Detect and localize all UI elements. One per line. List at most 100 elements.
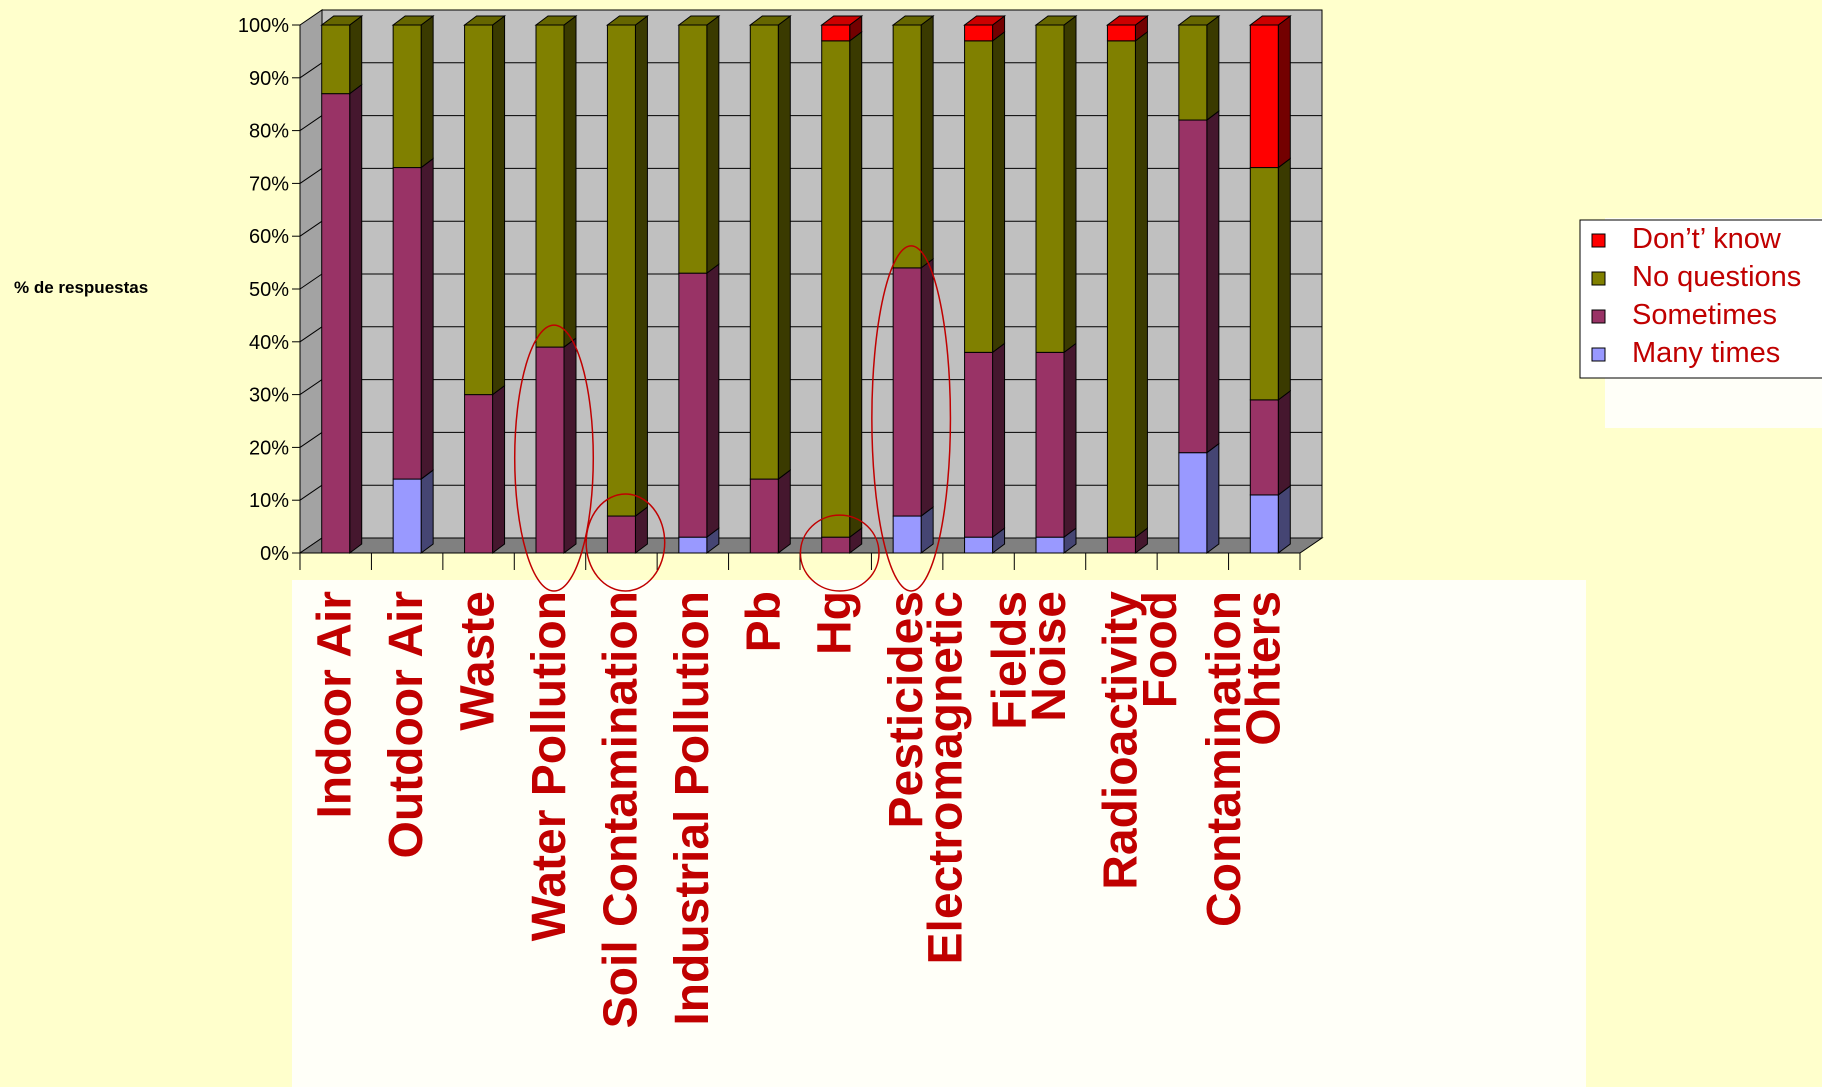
x-tick-label: Food <box>1134 591 1187 708</box>
bar-segment <box>964 351 994 538</box>
bar-segment <box>392 24 422 169</box>
bar-side <box>777 469 791 554</box>
bar-top <box>820 15 864 26</box>
plot-floor <box>298 537 1324 554</box>
bar-segment <box>678 272 708 538</box>
bar-side <box>349 83 363 554</box>
x-tick-label: Indoor Air <box>309 591 362 819</box>
legend-swatch <box>1591 347 1606 362</box>
bar-side <box>420 157 434 481</box>
bar-segment <box>606 24 636 517</box>
x-tick-label: Fields <box>984 591 1037 730</box>
bar-side <box>1206 15 1220 122</box>
bar-side <box>563 337 577 554</box>
bar-segment <box>821 40 851 538</box>
bar-segment <box>464 24 494 396</box>
bar-side <box>634 15 648 518</box>
x-tick-label: Waste <box>452 591 505 731</box>
bar-side <box>420 469 434 554</box>
bar-side <box>706 263 720 539</box>
bar-side <box>920 257 934 518</box>
highlight-ellipse <box>585 493 666 592</box>
bar-segment <box>1106 536 1136 554</box>
x-tick-label: Outdoor Air <box>380 591 433 859</box>
bar-segment <box>964 24 994 42</box>
bar-side <box>849 30 863 539</box>
x-tick-label: Electromagnetic <box>920 591 973 964</box>
bar-side <box>492 384 506 554</box>
bar-side <box>563 15 577 349</box>
bar-segment <box>1035 24 1065 353</box>
x-tick-label: Ohters <box>1237 591 1290 746</box>
y-tick-label: 100% <box>238 15 289 37</box>
legend-label: Don’t’ know <box>1632 223 1782 255</box>
bar-segment <box>892 24 922 269</box>
gridline-side <box>299 379 323 396</box>
x-tick-label: Contamination <box>1198 591 1251 927</box>
bar-top <box>963 15 1007 26</box>
gridline-side <box>299 220 323 237</box>
bar-side <box>420 15 434 169</box>
highlight-ellipse <box>513 324 595 592</box>
bar-segment <box>321 93 351 554</box>
highlight-ellipse <box>799 514 880 592</box>
x-tick-label: Pesticides <box>880 591 933 828</box>
bar-segment <box>749 24 779 480</box>
bar-segment <box>1035 351 1065 538</box>
bar-top <box>463 15 507 26</box>
bar-top <box>320 15 364 26</box>
bar-side <box>1277 484 1291 554</box>
bar-segment <box>392 478 422 554</box>
bar-segment <box>392 167 422 480</box>
y-tick-label: 90% <box>249 68 289 90</box>
x-tick-label: Radioactivity <box>1094 591 1147 890</box>
gridline-side <box>299 326 323 343</box>
bar-side <box>1063 342 1077 539</box>
bar-segment <box>821 24 851 42</box>
y-tick-label: 30% <box>249 385 289 407</box>
legend-label: Many times <box>1632 337 1780 369</box>
bar-segment <box>1035 536 1065 554</box>
bar-top <box>1248 15 1292 26</box>
bar-segment <box>1178 119 1208 454</box>
gridline-side <box>299 115 323 132</box>
bar-segment <box>678 536 708 554</box>
category-label-panel <box>292 580 1586 1087</box>
bar-segment <box>464 394 494 554</box>
bar-top <box>605 15 649 26</box>
bar-segment <box>1106 24 1136 42</box>
x-tick-label: Noise <box>1023 591 1076 722</box>
bar-side <box>992 30 1006 354</box>
y-tick-label: 10% <box>249 490 289 512</box>
y-axis-title: % de respuestas <box>14 278 149 297</box>
y-tick-label: 40% <box>249 332 289 354</box>
legend-label: No questions <box>1632 261 1801 293</box>
gridline-side <box>299 62 323 79</box>
x-tick-label: Water Pollution <box>523 591 576 941</box>
bar-segment <box>749 478 779 554</box>
bar-top <box>1177 15 1221 26</box>
bar-segment <box>535 24 565 348</box>
x-tick-label: Hg <box>809 591 862 655</box>
bar-segment <box>1106 40 1136 538</box>
legend-swatch <box>1591 271 1606 286</box>
bar-segment <box>606 515 636 554</box>
y-tick-label: 60% <box>249 226 289 248</box>
y-tick-label: 20% <box>249 437 289 459</box>
highlight-ellipse <box>871 245 952 592</box>
bar-side <box>1206 442 1220 554</box>
bar-segment <box>1249 167 1279 401</box>
bar-side <box>1277 157 1291 401</box>
y-tick-label: 80% <box>249 121 289 143</box>
bar-side <box>777 15 791 481</box>
bar-top <box>1105 15 1149 26</box>
bar-segment <box>1249 399 1279 496</box>
bar-side <box>1206 110 1220 454</box>
bar-segment <box>678 24 708 274</box>
x-tick-label: Pb <box>737 591 790 652</box>
bar-side <box>1063 15 1077 354</box>
bar-segment <box>1249 24 1279 169</box>
bar-side <box>349 15 363 95</box>
